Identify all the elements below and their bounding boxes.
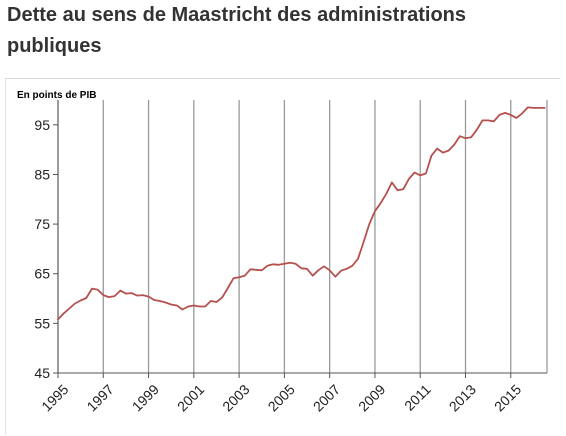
chart-panel: En points de PIB 45 55 65 75 85 95 1995 1997 19… [5,78,560,435]
x-tick-label-2015: 2015 [491,381,524,414]
y-tick-label-75: 75 [34,216,50,232]
x-tick-label-1999: 1999 [129,381,162,414]
series-layer [57,106,546,321]
axes [57,100,547,374]
y-tick-label-85: 85 [34,166,50,182]
x-axis-ticks: 1995 1997 1999 2001 2003 2005 2007 2009 2011 2013… [38,373,524,415]
x-tick-label-2007: 2007 [310,381,343,414]
series-line-0 [57,106,546,321]
x-tick-label-1995: 1995 [38,381,71,414]
y-tick-label-65: 65 [34,266,50,282]
x-tick-label-1997: 1997 [83,381,116,414]
x-tick-label-2009: 2009 [355,381,388,414]
grid-lines [57,100,548,373]
x-tick-label-2005: 2005 [265,381,298,414]
x-tick-label-2003: 2003 [219,381,252,414]
y-axis-unit-label: En points de PIB [17,90,96,101]
x-tick-label-2001: 2001 [174,381,207,414]
x-tick-label-2013: 2013 [446,381,479,414]
y-axis-ticks: 45 55 65 75 85 95 [34,117,58,381]
page-title: Dette au sens de Maastricht des administ… [7,4,467,57]
y-tick-label-45: 45 [34,365,50,381]
y-tick-label-95: 95 [34,117,50,133]
y-tick-label-55: 55 [34,315,50,331]
x-tick-label-2011: 2011 [401,381,434,414]
